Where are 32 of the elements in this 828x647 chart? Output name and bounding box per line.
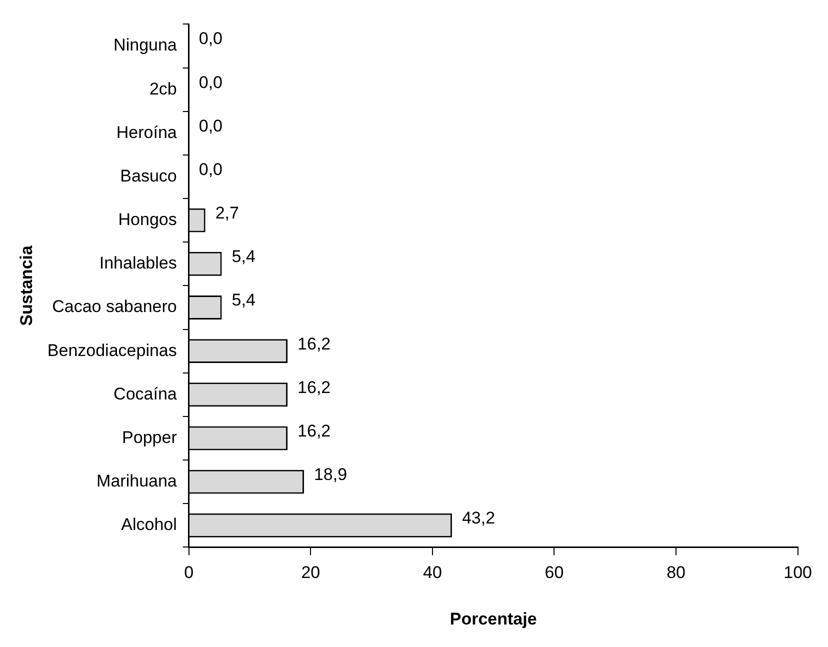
y-tick-label: Hongos [118, 210, 177, 230]
x-tick-label: 60 [544, 563, 564, 582]
y-tick-label: Cocaína [114, 384, 178, 404]
data-label: 43,2 [462, 508, 496, 528]
y-tick-label: Ninguna [114, 36, 178, 55]
y-tick-label: Benzodiacepinas [47, 340, 177, 360]
data-label: 16,2 [298, 421, 331, 440]
data-label: 18,9 [314, 465, 348, 484]
x-axis-title: Porcentaje [450, 609, 537, 628]
y-tick-label: Alcohol [121, 515, 177, 534]
x-tick-label: 80 [666, 563, 686, 582]
y-tick-label: Cacao sabanero [52, 297, 177, 316]
x-tick-label: 40 [422, 563, 442, 582]
y-tick-label: Inhalables [99, 254, 177, 273]
data-label: 5,4 [232, 290, 256, 310]
data-label: 0,0 [198, 29, 223, 48]
data-label: 0,0 [198, 72, 223, 92]
x-tick-label: 20 [301, 563, 320, 582]
data-label: 2,7 [215, 204, 239, 223]
y-tick-label: Heroína [116, 122, 178, 142]
data-label: 0,0 [198, 116, 223, 136]
data-label: 5,4 [232, 247, 256, 266]
x-tick-label: 0 [184, 563, 194, 582]
data-label: 16,2 [298, 378, 331, 397]
y-axis-title: Sustancia [16, 245, 36, 326]
y-tick-label: Marihuana [96, 472, 178, 491]
y-tick-label: Popper [122, 428, 178, 447]
y-tick-label: Basuco [120, 166, 177, 186]
data-label: 16,2 [298, 334, 331, 354]
x-tick-label: 100 [784, 563, 812, 582]
data-label: 0,0 [198, 160, 223, 179]
y-tick-label: 2cb [149, 79, 177, 98]
